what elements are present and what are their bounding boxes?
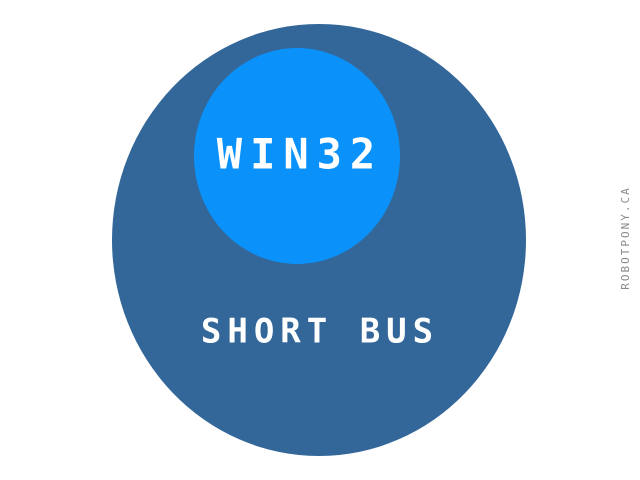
credit-text: ROBOTPONY.CA — [619, 186, 632, 289]
inner-set-circle — [194, 48, 400, 264]
inner-set-label: WIN32 — [217, 130, 383, 179]
outer-set-label: SHORT BUS — [201, 312, 439, 352]
